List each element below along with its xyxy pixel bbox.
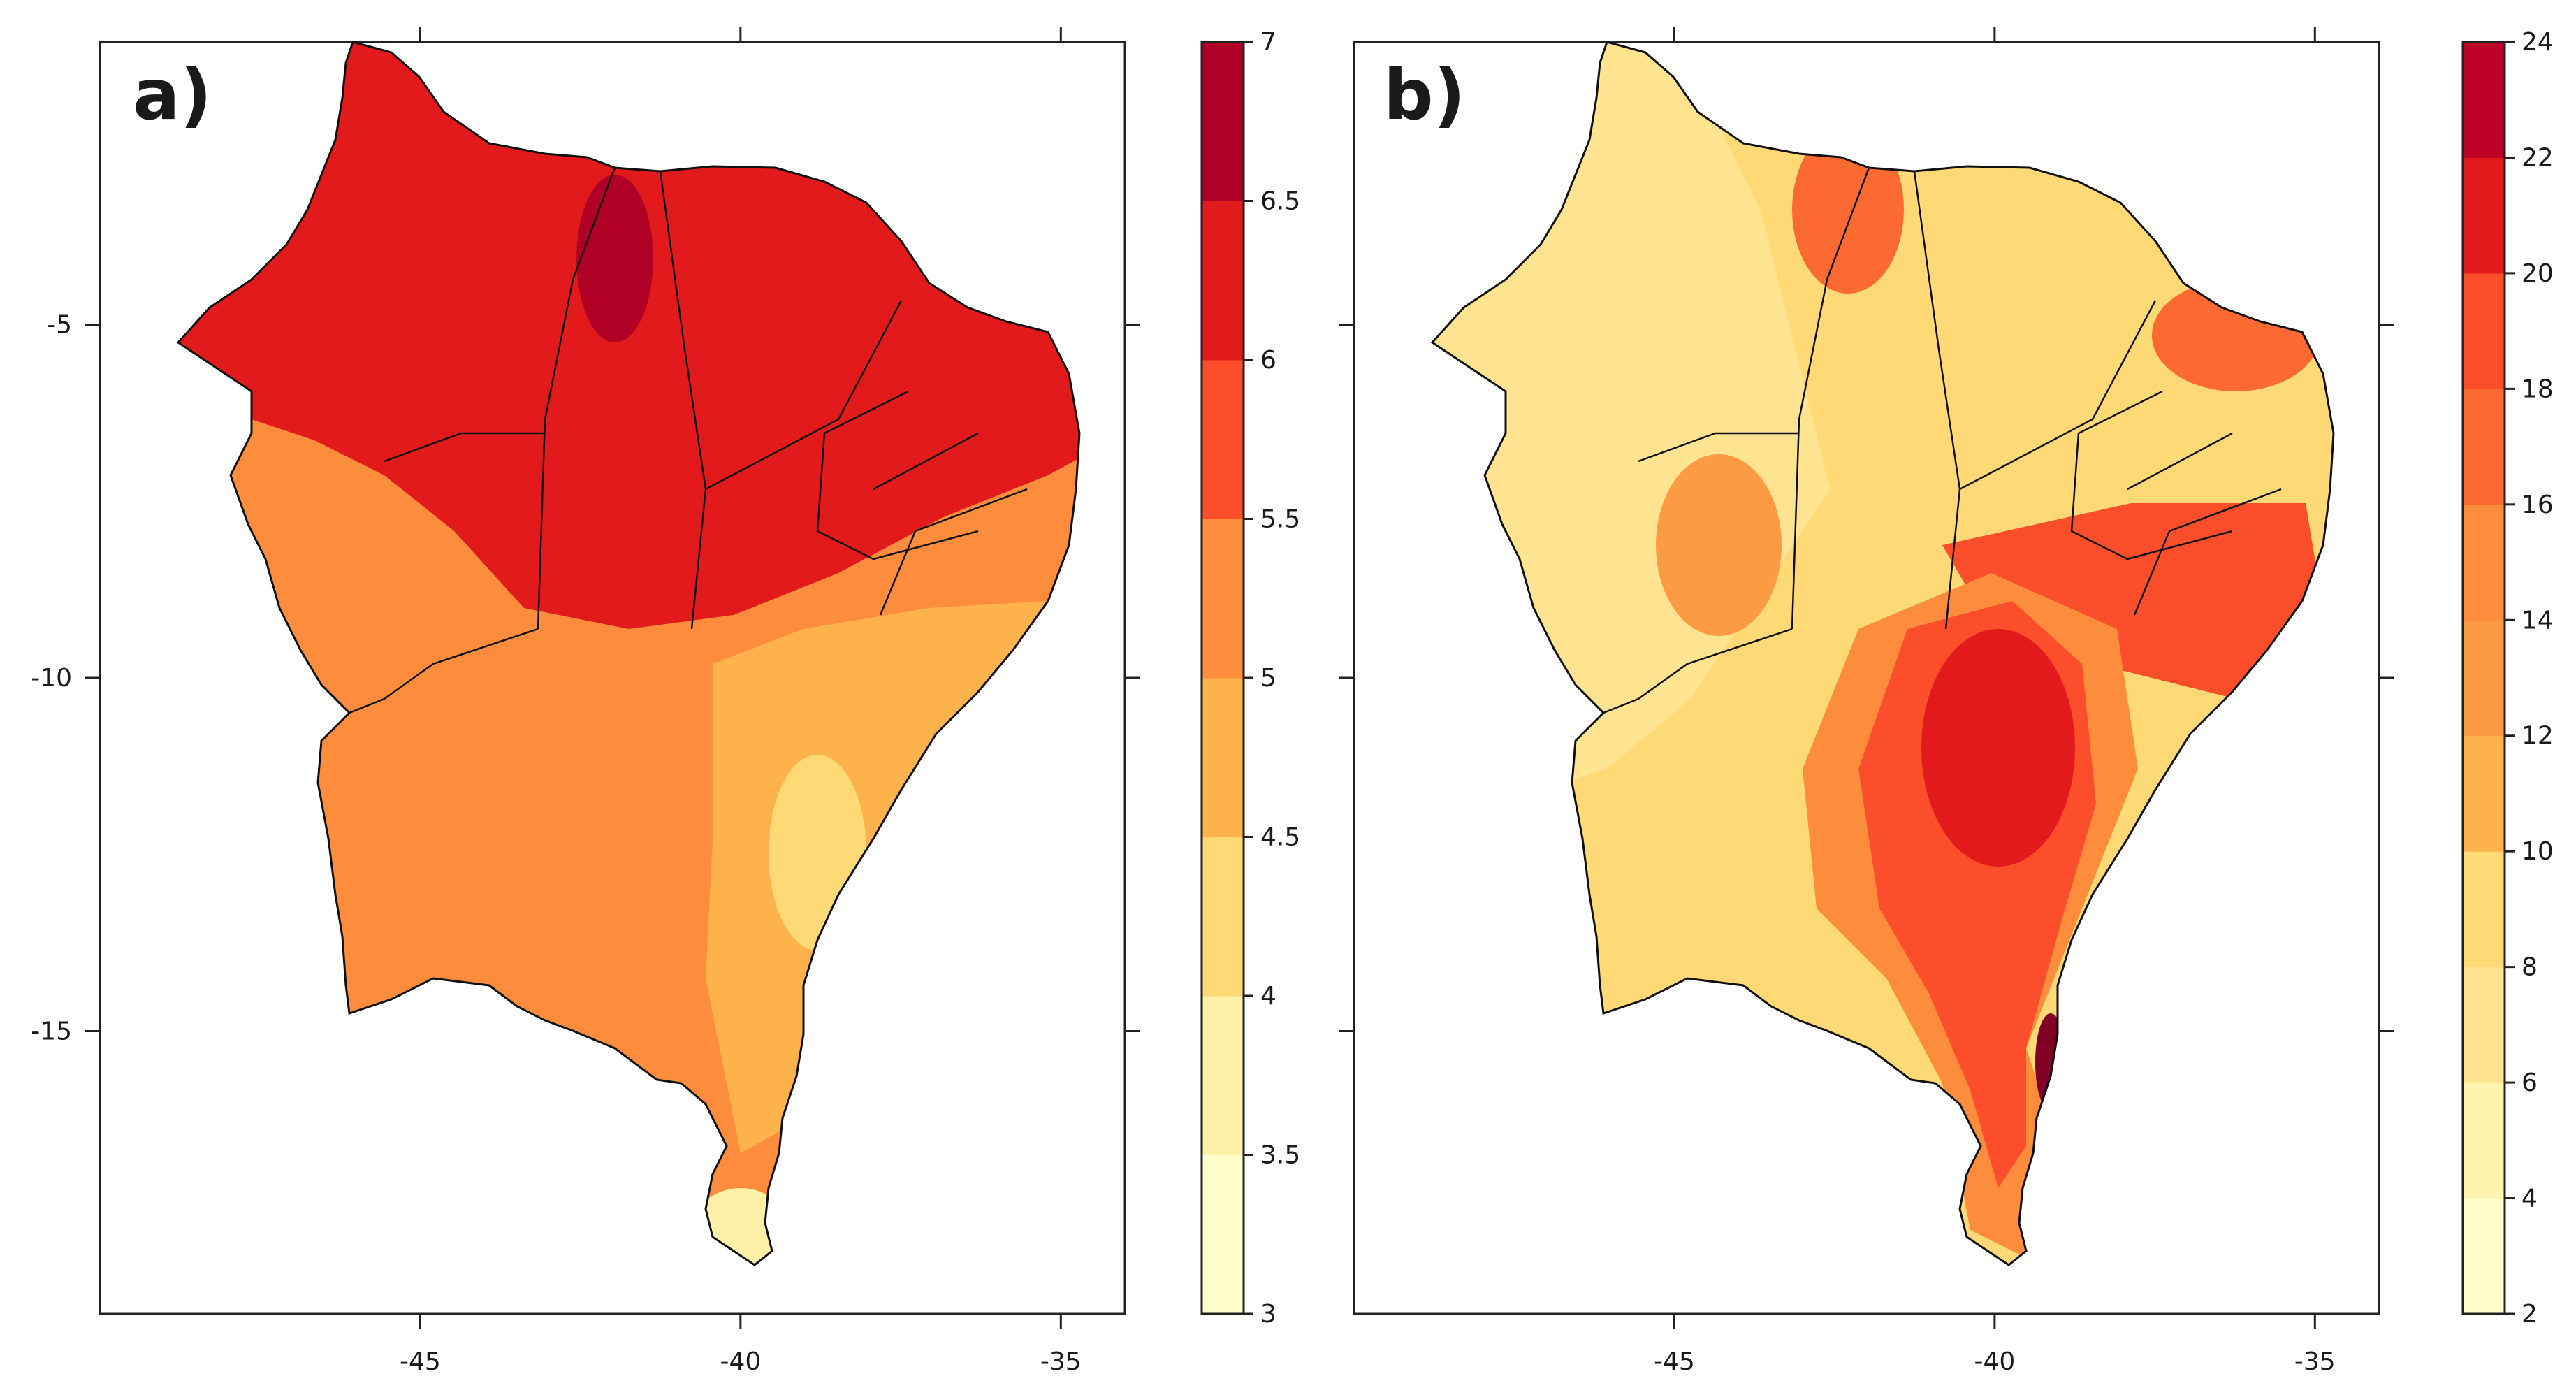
colorbar-segment-a-7: [1202, 42, 1244, 201]
colorbar-label-b-7: 16: [2522, 491, 2554, 519]
colorbar-segment-b-4: [2463, 735, 2505, 852]
colorbar-label-b-8: 18: [2522, 375, 2554, 403]
colorbar-label-b-3: 8: [2522, 953, 2538, 982]
colorbar-segment-a-4: [1202, 519, 1244, 679]
colorbar-label-a-7: 6.5: [1260, 187, 1300, 216]
colorbar-segment-b-6: [2463, 504, 2505, 621]
y-tick-label-a-1: -10: [31, 664, 72, 693]
colorbar-label-a-2: 4: [1260, 982, 1276, 1011]
colorbar-label-b-0: 2: [2522, 1300, 2538, 1329]
colorbar-segment-a-1: [1202, 996, 1244, 1155]
axes-a: -45 -40 -35 -5 -10 -15: [31, 27, 1140, 1376]
colorbar-label-a-8: 7: [1260, 28, 1276, 57]
colorbar-label-a-3: 4.5: [1260, 823, 1300, 852]
colorbar-segment-b-8: [2463, 273, 2505, 389]
colorbar-segment-b-5: [2463, 620, 2505, 737]
x-tick-label-b-0: -45: [1654, 1347, 1695, 1376]
state-borders-a: [349, 167, 1028, 714]
y-tick-label-a-2: -15: [31, 1018, 72, 1046]
colorbar-label-a-6: 6: [1260, 346, 1276, 375]
colorbar-segment-b-9: [2463, 157, 2505, 274]
colorbar-segment-b-3: [2463, 851, 2505, 968]
x-tick-label-a-1: -40: [720, 1347, 761, 1376]
panel-a: a): [99, 41, 1126, 1315]
colorbar-a: 3 3.5 4 4.5 5 5.5 6 6.5 7: [1200, 28, 1300, 1329]
colorbar-segment-a-5: [1202, 360, 1244, 519]
colorbar-label-b-6: 14: [2522, 606, 2554, 635]
axes-b: -45 -40 -35: [1339, 27, 2394, 1376]
colorbar-segment-a-0: [1202, 1154, 1244, 1315]
x-tick-label-a-2: -35: [1040, 1347, 1082, 1376]
panel-label-b: b): [1383, 54, 1465, 136]
panel-label-a: a): [133, 54, 212, 136]
colorbar-segment-b-10: [2463, 42, 2505, 158]
colorbar-segment-a-2: [1202, 837, 1244, 997]
colorbar-label-b-5: 12: [2522, 722, 2554, 751]
colorbar-segment-a-6: [1202, 201, 1244, 361]
colorbar-label-a-1: 3.5: [1260, 1141, 1300, 1170]
colorbar-segment-b-2: [2463, 967, 2505, 1083]
contour-region-a-max: [576, 175, 653, 342]
colorbar-label-b-9: 20: [2522, 259, 2554, 288]
y-tick-label-a-0: -5: [47, 310, 72, 339]
x-tick-label-b-1: -40: [1974, 1347, 2015, 1376]
x-tick-label-a-0: -45: [400, 1347, 441, 1376]
colorbar-label-a-5: 5.5: [1260, 505, 1300, 534]
contour-region-b-core: [1921, 629, 2075, 867]
state-borders-b: [1603, 167, 2282, 714]
colorbar-segment-a-3: [1202, 678, 1244, 837]
colorbar-segment-b-1: [2463, 1083, 2505, 1199]
contour-region-b-west: [1656, 454, 1782, 636]
colorbar-label-b-10: 22: [2522, 143, 2554, 172]
colorbar-label-b-1: 4: [2522, 1185, 2538, 1213]
colorbar-label-b-2: 6: [2522, 1069, 2538, 1097]
colorbar-label-a-0: 3: [1260, 1300, 1276, 1329]
colorbar-frame-b: [2461, 41, 2506, 1315]
colorbar-label-b-11: 24: [2522, 28, 2554, 57]
panel-b: b): [1353, 41, 2380, 1315]
x-tick-label-b-2: -35: [2294, 1347, 2336, 1376]
contour-region-b-east: [1942, 503, 2327, 699]
colorbar-label-b-4: 10: [2522, 837, 2554, 866]
colorbar-segment-b-0: [2463, 1198, 2505, 1315]
colorbar-segment-b-7: [2463, 389, 2505, 505]
colorbar-label-a-4: 5: [1260, 664, 1276, 693]
